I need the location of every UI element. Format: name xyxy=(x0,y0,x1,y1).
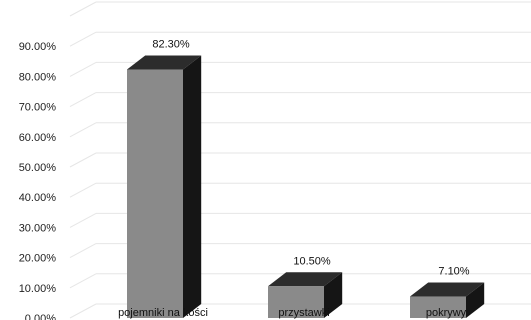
y-tick-label: 80.00% xyxy=(19,71,57,83)
bar-front xyxy=(268,286,324,318)
bar-side xyxy=(183,55,202,318)
x-axis-categories: pojemniki na kości przystawki pokrywy xyxy=(118,307,467,319)
y-tick-label: 20.00% xyxy=(19,253,57,265)
data-label: 7.10% xyxy=(438,266,469,278)
y-tick-label: 40.00% xyxy=(19,192,57,204)
bar-front xyxy=(127,69,183,318)
gridline-depth xyxy=(69,212,97,228)
gridline-depth xyxy=(69,152,97,168)
bar-top xyxy=(127,55,202,70)
gridline-depth xyxy=(69,303,97,319)
bar-side xyxy=(466,282,485,318)
bar xyxy=(410,282,485,318)
bar-top xyxy=(268,272,343,287)
gridline-depth xyxy=(69,92,97,108)
gridline-depth xyxy=(69,273,97,289)
gridline-depth xyxy=(69,182,97,198)
y-tick-label: 70.00% xyxy=(19,102,57,114)
y-tick-label: 10.00% xyxy=(19,283,57,295)
gridline-depth xyxy=(69,243,97,259)
bar-front xyxy=(410,296,466,318)
y-tick-label: 50.00% xyxy=(19,162,57,174)
y-axis-ticks: 0.00% 10.00% 20.00% 30.00% 40.00% 50.00% 60.00… xyxy=(19,41,57,320)
category-label: przystawki xyxy=(278,307,329,319)
y-tick-label: 30.00% xyxy=(19,222,57,234)
bar xyxy=(268,272,343,318)
y-tick-label: 60.00% xyxy=(19,132,57,144)
bar-top xyxy=(410,282,485,297)
y-tick-label: 0.00% xyxy=(25,313,56,320)
gridline-depth xyxy=(69,122,97,138)
gridline-depth xyxy=(69,61,97,77)
bar-side xyxy=(324,272,343,318)
y-tick-label: 90.00% xyxy=(19,41,57,53)
category-label: pokrywy xyxy=(426,307,467,319)
gridline-depth xyxy=(69,1,97,17)
data-label: 82.30% xyxy=(152,38,190,50)
bar xyxy=(127,55,202,318)
gridline-depth xyxy=(69,31,97,47)
data-labels: 82.30% 10.50% 7.10% xyxy=(152,38,469,277)
data-label: 10.50% xyxy=(293,255,331,267)
bars xyxy=(127,55,485,318)
category-label: pojemniki na kości xyxy=(118,307,208,319)
